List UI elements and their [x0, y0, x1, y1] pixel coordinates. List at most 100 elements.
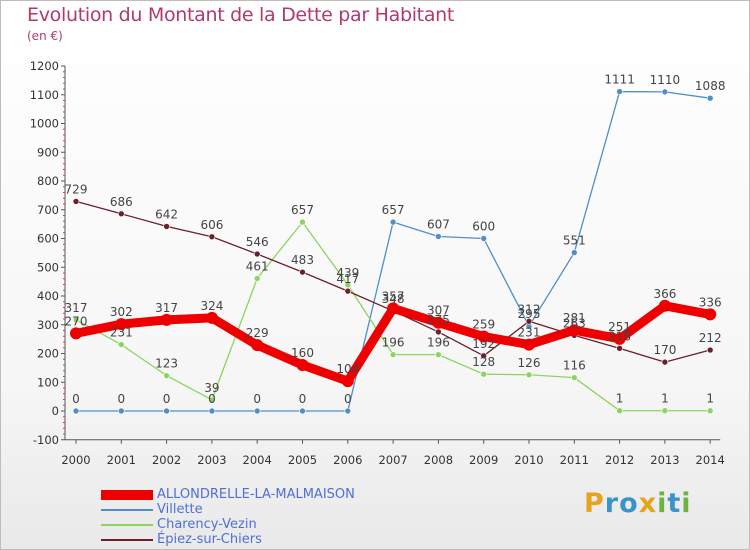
data-point — [208, 407, 216, 415]
data-label: 229 — [246, 326, 269, 340]
x-tick-label: 2000 — [61, 453, 90, 467]
logo-letter: t — [667, 488, 682, 519]
data-point — [344, 281, 352, 289]
data-point — [344, 407, 352, 415]
x-tick-label: 2001 — [107, 453, 136, 467]
legend-label: Charency-Vezin — [157, 517, 257, 532]
data-label: 324 — [200, 299, 223, 313]
data-label: 231 — [518, 326, 541, 340]
data-point — [70, 327, 82, 340]
data-point — [661, 88, 669, 96]
data-point — [480, 235, 488, 242]
proxiti-logo: Proxiti — [584, 488, 692, 519]
logo-letter: P — [584, 488, 605, 519]
y-tick-label: 1000 — [30, 117, 59, 131]
x-tick-label: 2005 — [288, 453, 317, 467]
data-label: 607 — [427, 217, 450, 231]
y-tick-label: 500 — [37, 260, 59, 274]
data-label: 1 — [661, 392, 669, 406]
data-label: 0 — [208, 392, 216, 406]
x-tick-label: 2008 — [424, 453, 453, 467]
data-point — [616, 407, 623, 415]
data-point — [253, 407, 261, 415]
data-label: 281 — [563, 311, 586, 325]
data-label: 348 — [382, 292, 405, 306]
data-point — [432, 316, 445, 329]
data-point — [435, 351, 442, 358]
data-label: 0 — [117, 392, 125, 406]
data-label: 461 — [246, 259, 269, 273]
legend-label: Épiez-sur-Chiers — [157, 532, 262, 547]
data-point — [72, 316, 80, 324]
data-point — [299, 268, 306, 276]
data-point — [389, 218, 397, 226]
data-point — [160, 313, 173, 326]
data-point — [658, 299, 671, 312]
data-label: 116 — [563, 359, 586, 373]
data-point — [387, 302, 400, 315]
data-label: 192 — [472, 337, 495, 351]
data-label: 317 — [65, 301, 88, 315]
data-label: 212 — [699, 331, 722, 345]
data-point — [208, 233, 216, 241]
data-label: 317 — [155, 301, 178, 315]
x-tick-label: 2011 — [560, 453, 589, 467]
y-tick-label: 700 — [37, 203, 59, 217]
logo-letter: i — [681, 488, 692, 519]
x-tick-label: 2010 — [514, 453, 543, 467]
data-label: 126 — [518, 356, 541, 370]
legend-swatch — [101, 489, 153, 500]
data-point — [299, 407, 306, 415]
y-tick-label: 400 — [37, 289, 59, 303]
data-label: 259 — [472, 318, 495, 332]
data-label: 729 — [65, 182, 88, 196]
data-point — [435, 328, 442, 336]
data-point — [163, 407, 170, 415]
data-label: 551 — [563, 234, 586, 248]
data-label: 196 — [427, 336, 450, 350]
logo-letter: r — [604, 488, 620, 519]
data-point — [480, 370, 488, 378]
x-tick-label: 2012 — [605, 453, 634, 467]
chart-unit-label: (en €) — [27, 29, 63, 43]
x-tick-label: 2004 — [243, 453, 272, 467]
data-label: 0 — [253, 392, 261, 406]
legend-swatch — [101, 538, 153, 541]
data-point — [251, 339, 264, 352]
data-point — [118, 341, 125, 348]
data-label: 196 — [382, 336, 405, 350]
data-point — [613, 332, 626, 345]
data-point — [525, 371, 533, 379]
data-point — [570, 249, 578, 256]
data-label: 600 — [472, 220, 495, 234]
logo-letter: o — [619, 488, 639, 519]
data-label: 546 — [246, 235, 269, 249]
data-label: 642 — [155, 207, 178, 221]
data-label: 123 — [155, 357, 178, 371]
y-tick-label: 100 — [37, 375, 59, 389]
chart-title: Evolution du Montant de la Dette par Hab… — [27, 4, 455, 26]
data-point — [344, 287, 352, 295]
legend-label: ALLONDRELLE-LA-MALMAISON — [157, 487, 355, 502]
data-point — [341, 375, 354, 388]
data-label: 357 — [382, 289, 405, 303]
logo-letter: x — [638, 488, 658, 519]
data-label: 170 — [653, 343, 676, 357]
legend-label: Villette — [157, 502, 203, 517]
data-point — [72, 407, 80, 415]
data-label: 270 — [65, 314, 88, 328]
y-tick-label: 0 — [52, 404, 59, 418]
y-tick-label: 300 — [37, 318, 59, 332]
data-label: 1088 — [695, 79, 726, 93]
data-point — [205, 311, 218, 324]
data-label: 302 — [110, 305, 133, 319]
data-point — [706, 407, 714, 415]
data-label: 275 — [427, 313, 450, 327]
data-label: 312 — [518, 302, 541, 316]
data-point — [208, 396, 216, 404]
data-label: 1110 — [650, 73, 681, 87]
data-label: 439 — [336, 266, 359, 280]
data-point — [568, 324, 581, 337]
data-label: 231 — [110, 326, 133, 340]
